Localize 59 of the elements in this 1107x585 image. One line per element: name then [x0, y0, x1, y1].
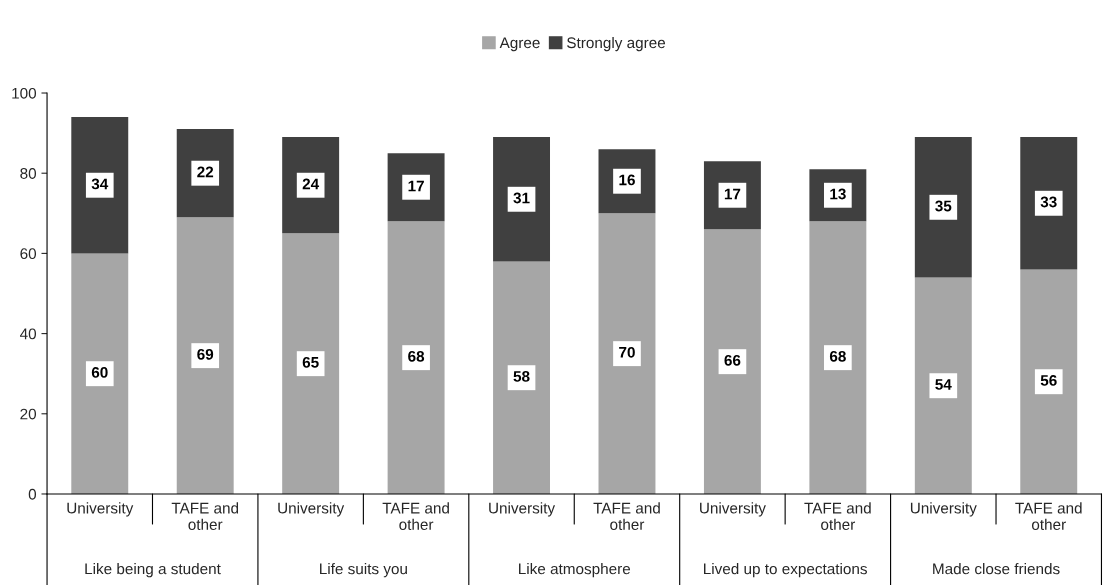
y-tick-label: 100 [12, 87, 37, 99]
data-label: 17 [724, 188, 741, 200]
x-tick-label: University [67, 502, 134, 517]
data-label: 58 [513, 370, 530, 382]
data-label: 69 [197, 348, 214, 360]
bar [387, 221, 445, 494]
data-label: 68 [408, 350, 425, 362]
data-label: 17 [408, 180, 424, 192]
bar [914, 277, 972, 494]
text: Life suits you [320, 563, 407, 578]
data-label: 24 [302, 178, 320, 190]
text: Lived up to expectations [704, 563, 867, 578]
y-tick-label: 20 [20, 408, 37, 420]
bar [176, 129, 234, 218]
x-tick-label: TAFE and other [382, 502, 449, 530]
legend-label: Agree [499, 37, 540, 52]
y-tick-label: 60 [20, 248, 37, 260]
bar [493, 137, 550, 262]
text: Like atmosphere [519, 563, 631, 578]
x-tick-label: University [278, 502, 345, 517]
bar [703, 229, 761, 494]
data-label: 34 [91, 178, 109, 190]
text: Made close friends [933, 563, 1060, 575]
data-label: 31 [513, 192, 530, 204]
data-label: 54 [935, 379, 952, 390]
data-label: 60 [91, 366, 108, 378]
bar [493, 261, 550, 494]
x-tick-label: TAFE and other [593, 502, 660, 530]
x-tick-label: TAFE and other [804, 502, 871, 530]
bar [282, 233, 340, 494]
y-tick-label: 40 [19, 328, 37, 340]
x-tick-label: TAFE and other [171, 502, 239, 530]
text: Like being a student [85, 563, 221, 578]
x-tick-label: University [489, 502, 556, 517]
data-label: 68 [829, 350, 846, 362]
y-tick-label: 80 [20, 168, 37, 179]
data-label: 70 [619, 346, 635, 358]
data-label: 13 [830, 188, 846, 200]
y-tick-label: 0 [28, 488, 37, 500]
bar [282, 137, 340, 234]
data-label: 56 [1040, 374, 1057, 386]
data-label: 33 [1040, 196, 1057, 208]
x-tick-label: University [700, 502, 766, 517]
bar [914, 137, 972, 278]
bar [71, 253, 129, 494]
data-label: 16 [619, 174, 635, 186]
bar [1020, 137, 1078, 270]
bar [1020, 269, 1078, 494]
legend-label: Strongly agree [567, 36, 666, 52]
bar [598, 213, 656, 494]
bar [809, 221, 867, 494]
data-label: 65 [302, 356, 319, 368]
data-label: 22 [197, 166, 214, 178]
x-tick-label: TAFE and other [1015, 502, 1082, 530]
data-label: 35 [935, 200, 952, 212]
data-label: 66 [724, 354, 741, 366]
x-tick-label: University [910, 502, 977, 517]
bar [176, 217, 234, 494]
bar [71, 117, 129, 254]
